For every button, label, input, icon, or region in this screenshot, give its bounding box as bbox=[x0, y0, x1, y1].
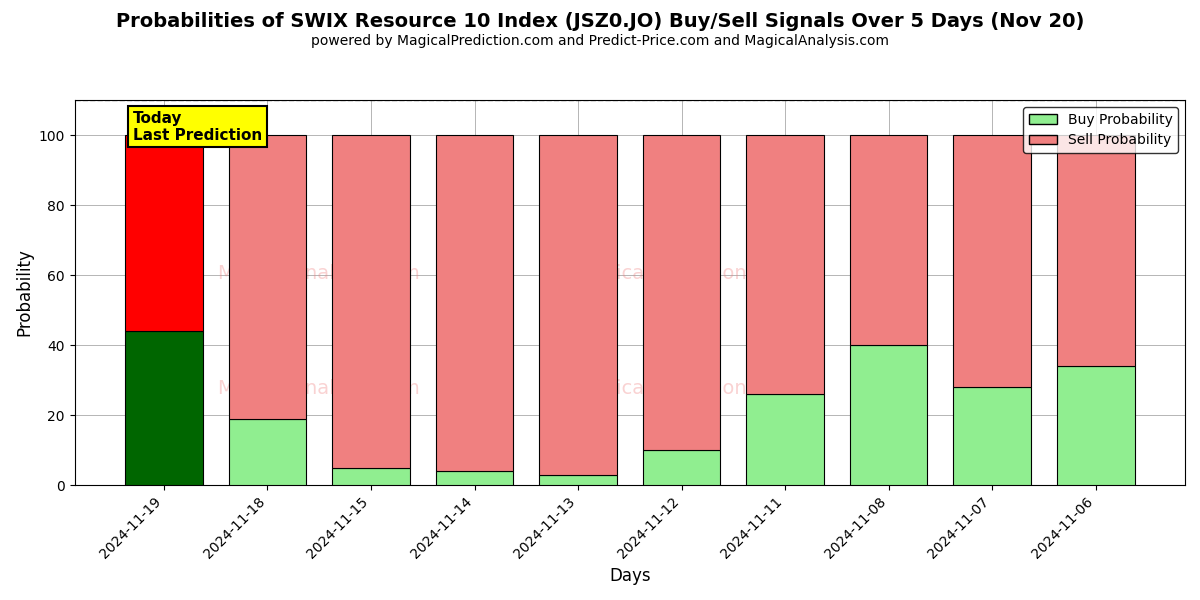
Bar bbox=[125, 331, 203, 485]
Bar bbox=[850, 135, 928, 345]
Bar bbox=[953, 135, 1031, 387]
Text: MagicalAnalysis.com: MagicalAnalysis.com bbox=[217, 264, 420, 283]
Bar bbox=[850, 345, 928, 485]
Text: MagicalPrediction.com: MagicalPrediction.com bbox=[576, 379, 796, 398]
Bar bbox=[229, 419, 306, 485]
Legend: Buy Probability, Sell Probability: Buy Probability, Sell Probability bbox=[1024, 107, 1178, 153]
Text: powered by MagicalPrediction.com and Predict-Price.com and MagicalAnalysis.com: powered by MagicalPrediction.com and Pre… bbox=[311, 34, 889, 48]
Bar bbox=[229, 135, 306, 419]
Bar bbox=[436, 135, 514, 471]
Bar bbox=[746, 394, 824, 485]
Bar bbox=[953, 387, 1031, 485]
Text: MagicalPrediction.com: MagicalPrediction.com bbox=[576, 264, 796, 283]
Bar bbox=[643, 135, 720, 450]
Bar bbox=[436, 471, 514, 485]
Bar bbox=[1057, 366, 1134, 485]
Bar bbox=[332, 135, 410, 467]
Bar bbox=[332, 467, 410, 485]
Text: Probabilities of SWIX Resource 10 Index (JSZ0.JO) Buy/Sell Signals Over 5 Days (: Probabilities of SWIX Resource 10 Index … bbox=[116, 12, 1084, 31]
Bar bbox=[125, 135, 203, 331]
Bar bbox=[539, 135, 617, 475]
Text: MagicalAnalysis.com: MagicalAnalysis.com bbox=[217, 379, 420, 398]
Text: Today
Last Prediction: Today Last Prediction bbox=[133, 110, 262, 143]
Y-axis label: Probability: Probability bbox=[16, 248, 34, 337]
Bar bbox=[643, 450, 720, 485]
Bar bbox=[539, 475, 617, 485]
Bar bbox=[1057, 135, 1134, 366]
X-axis label: Days: Days bbox=[610, 567, 650, 585]
Bar bbox=[746, 135, 824, 394]
